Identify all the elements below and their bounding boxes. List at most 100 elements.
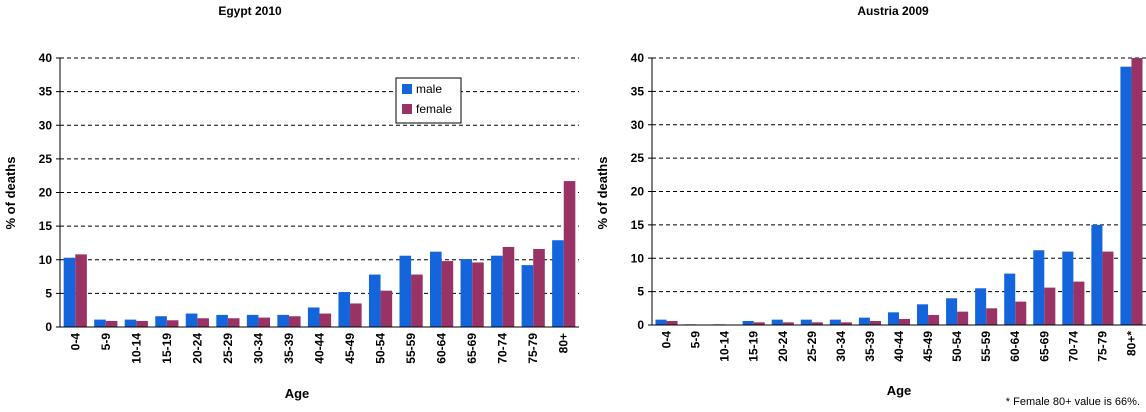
chart-egypt: 0 5 10 15 20 25 30 35 40 0-4 5-9 10-14 15-19 20-24 25-…: [3, 4, 579, 401]
x-tick-label: 70-74: [1066, 331, 1080, 362]
x-tick-label: 25-29: [805, 331, 819, 362]
bar-series-1-80+*: [1120, 66, 1132, 326]
y-tick-label: 5: [45, 286, 52, 300]
bar-male-25-29: [216, 314, 228, 327]
bar-series-2-20-24: [782, 322, 794, 325]
bar-female-5-9: [105, 320, 118, 327]
x-tick-label: 55-59: [979, 331, 993, 362]
bar-series-2-40-44: [899, 318, 911, 325]
legend: male female: [395, 77, 462, 124]
bar-female-60-64: [441, 261, 454, 327]
chart-title: Austria 2009: [857, 4, 929, 18]
bar-male-5-9: [94, 319, 106, 327]
y-tick-label: 15: [39, 219, 53, 233]
chart-austria: 0 5 10 15 20 25 30 35 40 0-4 5-9 10-14 15-19 20-24 25-…: [595, 4, 1146, 408]
x-tick-label: 35-39: [282, 333, 296, 364]
bar-series-2-50-54: [957, 311, 969, 325]
bar-series-2-45-49: [928, 314, 940, 325]
x-tick-label: 25-29: [221, 333, 235, 364]
bar-series-1-70-74: [1062, 251, 1074, 325]
bar-series-1-60-64: [1004, 273, 1016, 325]
bar-series-2-55-59: [986, 308, 998, 325]
bar-series-2-60-64: [1015, 301, 1027, 325]
bar-female-35-39: [288, 316, 301, 327]
x-tick-label: 55-59: [404, 333, 418, 364]
y-tick-label: 25: [39, 152, 53, 166]
x-tick-label: 45-49: [343, 333, 357, 364]
bar-male-80+: [552, 240, 564, 327]
x-tick-label: 80+*: [1124, 331, 1138, 356]
y-tick-label: 30: [631, 118, 645, 132]
bar-series-1-30-34: [829, 319, 841, 325]
bar-series-2-80+*: [1131, 58, 1143, 325]
x-tick-label: 75-79: [526, 333, 540, 364]
bar-male-0-4: [63, 257, 76, 327]
x-tick-label: 5-9: [689, 331, 703, 349]
y-tick-label: 10: [631, 251, 645, 265]
bar-male-55-59: [399, 255, 412, 327]
bar-female-20-24: [197, 318, 209, 327]
y-tick-label: 0: [45, 320, 52, 334]
bar-series-1-55-59: [975, 288, 987, 325]
y-tick-label: 15: [631, 218, 645, 232]
chart-title: Egypt 2010: [218, 4, 282, 18]
bar-series-1-20-24: [771, 319, 783, 325]
bar-male-15-19: [155, 316, 167, 327]
bar-female-0-4: [75, 254, 87, 327]
bar-female-80+: [563, 181, 576, 327]
bar-female-25-29: [227, 318, 240, 327]
bar-series-1-45-49: [917, 304, 929, 325]
bar-series-1-50-54: [946, 298, 958, 325]
y-tick-label: 40: [631, 51, 645, 65]
bar-series-1-35-39: [858, 317, 870, 325]
bar-series-2-25-29: [811, 322, 823, 325]
plot-area: 0 5 10 15 20 25 30 35 40 0-4 5-9 10-14 15-19 20-24 25-…: [39, 51, 579, 364]
bar-series-1-65-69: [1033, 250, 1045, 325]
bar-series-2-75-79: [1102, 251, 1114, 325]
bar-female-45-49: [350, 303, 362, 327]
y-tick-label: 10: [39, 253, 53, 267]
bar-male-70-74: [491, 255, 503, 327]
legend-swatch-male: [402, 84, 412, 94]
bar-female-50-54: [380, 290, 393, 327]
bar-male-75-79: [521, 265, 534, 327]
y-tick-label: 35: [631, 84, 645, 98]
x-tick-label: 30-34: [251, 333, 265, 364]
bar-female-15-19: [166, 320, 179, 327]
x-tick-label: 30-34: [834, 331, 848, 362]
x-tick-label: 15-19: [160, 333, 174, 364]
y-axis-title: % of deaths: [595, 157, 610, 230]
bar-male-20-24: [185, 313, 198, 327]
y-tick-label: 40: [39, 51, 53, 65]
bar-male-35-39: [277, 314, 289, 327]
y-tick-label: 20: [39, 186, 53, 200]
bar-female-65-69: [472, 262, 484, 327]
bar-series-1-25-29: [800, 319, 812, 325]
x-tick-label: 5-9: [99, 333, 113, 351]
legend-swatch-female: [402, 104, 412, 114]
x-tick-label: 20-24: [190, 333, 204, 364]
bar-female-75-79: [533, 248, 545, 327]
x-tick-label: 80+: [557, 333, 571, 353]
x-tick-label: 50-54: [950, 331, 964, 362]
bar-male-45-49: [338, 292, 351, 327]
x-tick-label: 45-49: [921, 331, 935, 362]
footnote: * Female 80+ value is 66%.: [1006, 396, 1140, 408]
bar-series-2-70-74: [1073, 281, 1085, 325]
plot-area: 0 5 10 15 20 25 30 35 40 0-4 5-9 10-14 15-19 20-24 25-…: [631, 51, 1146, 362]
x-axis-title: Age: [887, 383, 912, 398]
x-tick-label: 20-24: [776, 331, 790, 362]
x-tick-label: 10-14: [129, 333, 143, 364]
x-axis-title: Age: [285, 386, 310, 401]
bar-male-65-69: [460, 259, 473, 327]
x-tick-label: 50-54: [374, 333, 388, 364]
legend-label-female: female: [416, 102, 452, 116]
x-tick-label: 75-79: [1095, 331, 1109, 362]
bar-male-10-14: [124, 319, 137, 327]
y-tick-label: 30: [39, 118, 53, 132]
bar-male-40-44: [307, 307, 320, 327]
bar-female-55-59: [411, 274, 423, 327]
bar-series-2-35-39: [869, 320, 881, 325]
bar-female-70-74: [502, 246, 515, 327]
